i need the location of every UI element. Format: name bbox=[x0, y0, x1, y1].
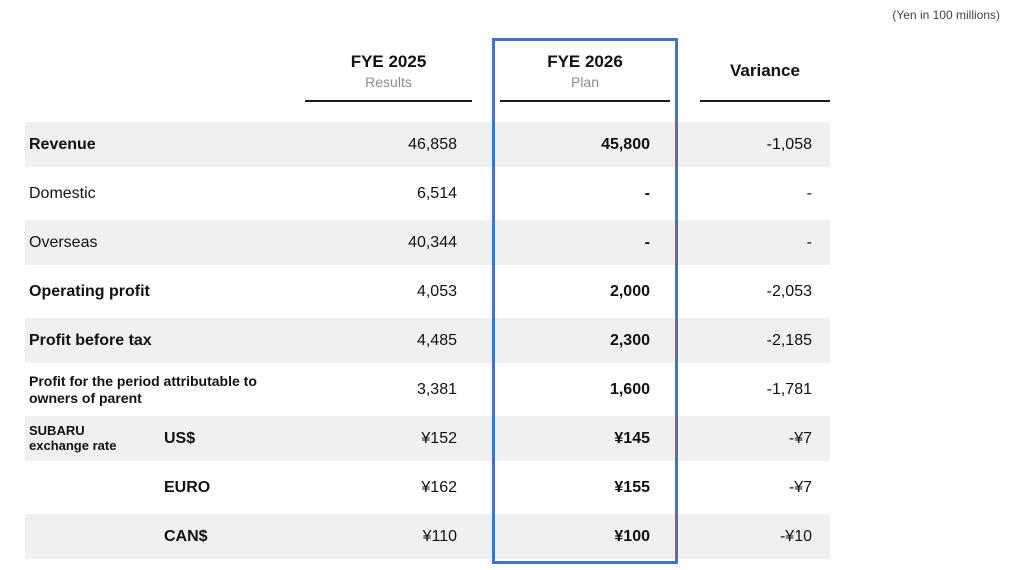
variance-value: -2,053 bbox=[766, 282, 812, 300]
fye2025-value: ¥162 bbox=[421, 478, 457, 496]
fye2025-value: 40,344 bbox=[408, 233, 457, 251]
variance-title: Variance bbox=[730, 61, 800, 81]
fye2026-value: 2,300 bbox=[609, 331, 650, 349]
table-row: Overseas 40,344 - - bbox=[25, 220, 830, 265]
row-label-cell: Profit before tax bbox=[25, 318, 305, 363]
fye2025-value: 3,381 bbox=[416, 380, 457, 398]
table-row: CAN$ ¥110 ¥100 -¥10 bbox=[25, 514, 830, 559]
variance-value: - bbox=[806, 233, 812, 251]
variance-value: -1,058 bbox=[766, 135, 812, 153]
column-header-fye2025: FYE 2025 Results bbox=[305, 40, 492, 102]
row-group-label: SUBARU exchange rate bbox=[29, 422, 117, 453]
table-row: Domestic 6,514 - - bbox=[25, 171, 830, 216]
row-label-cell: Operating profit bbox=[25, 269, 305, 314]
variance-value: - bbox=[806, 184, 812, 202]
column-header-variance: Variance bbox=[678, 40, 830, 102]
row-label-cell: EURO bbox=[25, 465, 305, 510]
row-label: Operating profit bbox=[29, 282, 150, 300]
table-row: Operating profit 4,053 2,000 -2,053 bbox=[25, 269, 830, 314]
row-label: Profit before tax bbox=[29, 331, 152, 349]
fye2025-subtitle: Results bbox=[365, 73, 412, 90]
fye2026-value: 45,800 bbox=[601, 135, 650, 153]
table-row: SUBARU exchange rate US$ ¥152 ¥145 -¥7 bbox=[25, 416, 830, 461]
variance-value: -2,185 bbox=[766, 331, 812, 349]
fye2026-underline bbox=[500, 100, 670, 102]
fye2025-header-text: FYE 2025 Results bbox=[305, 40, 472, 102]
fye2026-title: FYE 2026 bbox=[547, 52, 623, 72]
financial-table: FYE 2025 Results FYE 2026 Plan Variance bbox=[25, 40, 830, 559]
row-label-cell: SUBARU exchange rate US$ bbox=[25, 416, 305, 461]
fye2025-value: ¥110 bbox=[422, 527, 457, 545]
table-row: EURO ¥162 ¥155 -¥7 bbox=[25, 465, 830, 510]
fye2026-value: 2,000 bbox=[609, 282, 650, 300]
row-label-cell: CAN$ bbox=[25, 514, 305, 559]
column-header-fye2026: FYE 2026 Plan bbox=[492, 40, 678, 102]
table-row: Revenue 46,858 45,800 -1,058 bbox=[25, 122, 830, 167]
variance-value: -¥10 bbox=[779, 527, 812, 545]
row-label-cell: Revenue bbox=[25, 122, 305, 167]
fye2025-value: 6,514 bbox=[416, 184, 457, 202]
table-header: FYE 2025 Results FYE 2026 Plan Variance bbox=[25, 40, 830, 102]
row-label-cell: Overseas bbox=[25, 220, 305, 265]
row-label: CAN$ bbox=[164, 527, 208, 545]
row-label: US$ bbox=[164, 429, 196, 447]
fye2025-underline bbox=[305, 100, 472, 102]
fye2026-header-text: FYE 2026 Plan bbox=[500, 40, 670, 102]
row-label: Revenue bbox=[29, 135, 96, 153]
fye2025-value: 4,485 bbox=[416, 331, 457, 349]
variance-value: -¥7 bbox=[788, 429, 812, 447]
variance-value: -1,781 bbox=[766, 380, 812, 398]
fye2026-value: - bbox=[644, 184, 650, 202]
header-label-spacer bbox=[25, 40, 305, 102]
row-label: EURO bbox=[164, 478, 211, 496]
row-label: Domestic bbox=[29, 184, 96, 202]
table-row: Profit before tax 4,485 2,300 -2,185 bbox=[25, 318, 830, 363]
fye2026-value: ¥100 bbox=[614, 527, 650, 545]
fye2026-value: ¥155 bbox=[614, 478, 650, 496]
fye2025-value: ¥152 bbox=[421, 429, 457, 447]
variance-header-text: Variance bbox=[700, 40, 830, 102]
fye2025-title: FYE 2025 bbox=[350, 52, 427, 72]
fye2026-value: 1,600 bbox=[609, 380, 650, 398]
row-label-cell: Domestic bbox=[25, 171, 305, 216]
table-body: Revenue 46,858 45,800 -1,058 Domestic 6,… bbox=[25, 122, 830, 559]
fye2025-value: 4,053 bbox=[416, 282, 457, 300]
fye2026-subtitle: Plan bbox=[570, 73, 600, 90]
row-label: Profit for the period attributable to ow… bbox=[29, 372, 257, 406]
variance-underline bbox=[700, 100, 830, 102]
table-row: Profit for the period attributable to ow… bbox=[25, 367, 830, 412]
row-label-cell: Profit for the period attributable to ow… bbox=[25, 367, 305, 412]
fye2025-value: 46,858 bbox=[408, 135, 457, 153]
fye2026-value: - bbox=[644, 233, 650, 251]
units-note: (Yen in 100 millions) bbox=[892, 8, 1000, 22]
fye2026-value: ¥145 bbox=[614, 429, 650, 447]
variance-value: -¥7 bbox=[788, 478, 812, 496]
row-label: Overseas bbox=[29, 233, 98, 251]
